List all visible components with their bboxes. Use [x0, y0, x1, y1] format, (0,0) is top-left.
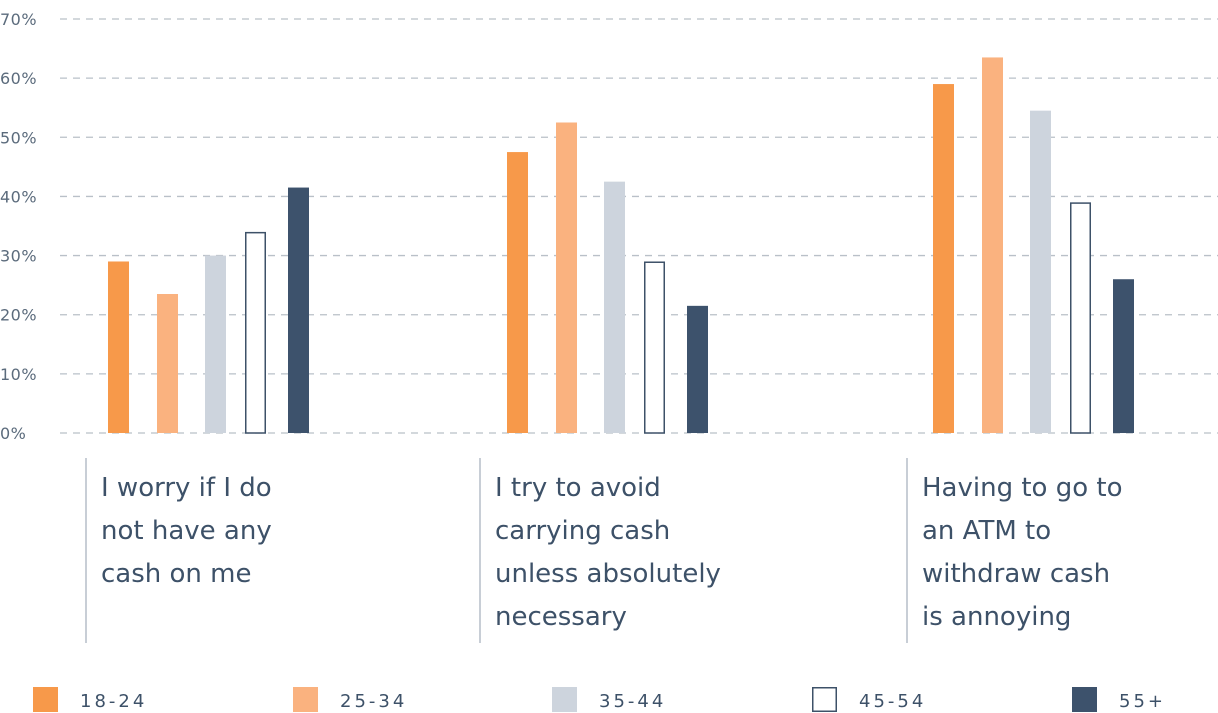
category-labels: I worry if I do not have any cash on me I t…: [85, 458, 1122, 643]
category-label-0: I worry if I do not have any cash on me: [85, 458, 272, 643]
bar-45-54-1: [644, 261, 665, 434]
bar-35-44-0: [205, 255, 226, 433]
legend-item-18-24: 18-24: [33, 687, 147, 712]
category-label-line: withdraw cash: [922, 559, 1110, 589]
legend-label: 25-34: [340, 691, 407, 712]
legend-swatch: [552, 687, 577, 712]
bar-45-54-2: [1070, 202, 1091, 434]
legend-item-35-44: 35-44: [552, 687, 666, 712]
y-tick-label: 40%: [0, 187, 37, 206]
y-tick-label: 0%: [0, 424, 26, 443]
grid-lines: [60, 18, 1218, 434]
bar-55+-1: [687, 305, 708, 433]
category-label-line: carrying cash: [495, 516, 670, 546]
legend-swatch: [33, 687, 58, 712]
bar-55+-0: [288, 187, 309, 433]
bar-25-34-1: [556, 122, 577, 433]
legend-swatch: [293, 687, 318, 712]
bar-18-24-2: [933, 84, 954, 434]
legend: 18-24 25-34 35-44 45-54 55+: [33, 687, 1166, 712]
legend-swatch: [812, 687, 837, 712]
y-tick-label: 60%: [0, 69, 37, 88]
legend-swatch: [1072, 687, 1097, 712]
category-label-line: I worry if I do: [101, 473, 272, 503]
legend-item-55+: 55+: [1072, 687, 1166, 712]
bar-55+-2: [1113, 279, 1134, 433]
legend-label: 35-44: [599, 691, 666, 712]
category-label-line: an ATM to: [922, 516, 1051, 546]
category-label-line: is annoying: [922, 602, 1071, 632]
category-label-line: not have any: [101, 516, 272, 546]
bar-45-54-0: [245, 231, 266, 434]
category-label-2: Having to go to an ATM to withdraw cash is …: [906, 458, 1122, 643]
legend-item-25-34: 25-34: [293, 687, 407, 712]
category-label-1: I try to avoid carrying cash unless absolu…: [479, 458, 721, 643]
y-tick-label: 20%: [0, 306, 37, 325]
bar-35-44-1: [604, 181, 625, 433]
category-label-line: unless absolutely: [495, 559, 721, 589]
bar-18-24-0: [108, 261, 129, 433]
y-tick-label: 50%: [0, 128, 37, 147]
y-tick-label: 70%: [0, 10, 37, 29]
y-tick-label: 30%: [0, 247, 37, 266]
legend-label: 55+: [1119, 691, 1166, 712]
bar-35-44-2: [1030, 110, 1051, 434]
y-tick-label: 10%: [0, 365, 37, 384]
category-label-line: cash on me: [101, 559, 252, 589]
bar-18-24-1: [507, 152, 528, 434]
category-label-line: Having to go to: [922, 473, 1122, 503]
y-axis-tick-labels: 0% 10% 20% 30% 40% 50% 60% 70%: [0, 10, 37, 443]
legend-label: 18-24: [80, 691, 147, 712]
legend-label: 45-54: [859, 691, 926, 712]
legend-item-45-54: 45-54: [812, 687, 926, 712]
category-label-line: necessary: [495, 602, 627, 632]
bars: [108, 57, 1134, 434]
bar-25-34-0: [157, 294, 178, 433]
bar-25-34-2: [982, 57, 1003, 433]
category-label-line: I try to avoid: [495, 473, 661, 503]
